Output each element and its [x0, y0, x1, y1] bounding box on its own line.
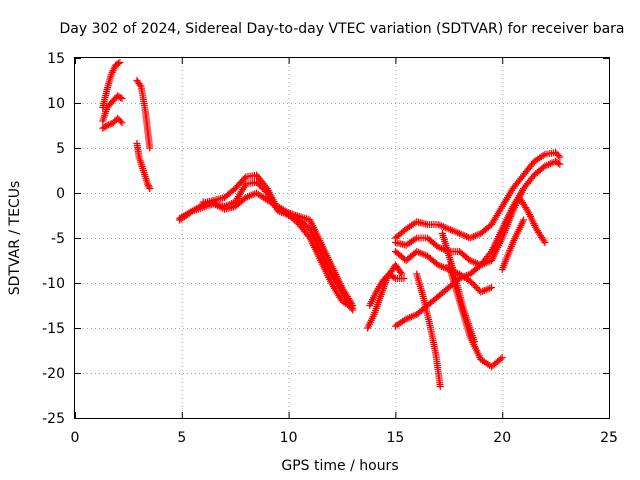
data-point: [260, 186, 268, 194]
series-track-1: [99, 59, 124, 111]
x-tick-label: 0: [71, 430, 80, 446]
plot-frame: [74, 57, 610, 419]
x-tick-label: 10: [280, 430, 298, 446]
tick-labels: 0 5 10 15 20 25 -25 -20 -15 -10 -5 0 5 10 15: [42, 51, 618, 446]
y-tick-label: -5: [51, 231, 65, 247]
series-track-2: [99, 92, 126, 125]
data-point: [253, 178, 261, 186]
y-tick-label: 5: [56, 141, 65, 157]
data-point: [257, 183, 265, 191]
series-track-3: [99, 114, 126, 132]
data-point: [390, 273, 398, 281]
series-track-10: [366, 270, 408, 309]
y-axis-label: SDTVAR / TECUs: [7, 181, 23, 296]
y-tick-label: 0: [56, 186, 65, 202]
data-point: [520, 216, 528, 224]
data-point: [466, 277, 474, 285]
y-tick-label: 15: [47, 51, 65, 67]
series-track-8: [199, 189, 357, 309]
data-point: [469, 280, 477, 288]
data-point: [470, 338, 478, 345]
ticks: [75, 58, 610, 419]
x-tick-label: 20: [493, 430, 511, 446]
series-track-7: [176, 178, 357, 312]
data-point: [436, 383, 444, 390]
data-point: [400, 275, 408, 282]
x-tick-label: 25: [600, 430, 618, 446]
data-point: [468, 279, 476, 287]
data-point: [256, 181, 264, 189]
data-point: [541, 239, 549, 246]
data-point: [102, 122, 110, 130]
series-track-5: [133, 140, 154, 192]
data-point: [118, 119, 126, 127]
data-point: [259, 184, 267, 192]
data-point: [106, 120, 114, 128]
series-track-13: [391, 248, 496, 296]
data-point: [118, 95, 126, 102]
data-point: [349, 302, 357, 309]
series-track-4: [133, 77, 154, 152]
data-point: [144, 182, 152, 189]
data-point: [497, 355, 505, 363]
chart-title: Day 302 of 2024, Sidereal Day-to-day VTE…: [59, 21, 624, 37]
data-point: [146, 185, 154, 192]
data-point: [556, 153, 564, 161]
data-point: [146, 144, 154, 152]
data-point: [554, 152, 562, 159]
data-point: [540, 237, 548, 245]
grid: [75, 58, 609, 418]
x-tick-label: 5: [177, 430, 186, 446]
data-point: [144, 180, 152, 188]
data-point: [554, 159, 562, 167]
series-track-17: [438, 230, 478, 345]
series-track-19: [515, 194, 549, 246]
series-track-15: [413, 270, 444, 390]
y-tick-label: -10: [42, 276, 65, 292]
data-point: [305, 232, 313, 240]
data-point: [117, 117, 125, 125]
data-point: [116, 59, 124, 66]
y-tick-label: 10: [47, 96, 65, 112]
x-tick-label: 15: [386, 430, 404, 446]
y-tick-label: -25: [42, 411, 65, 427]
data-point: [556, 160, 564, 168]
x-axis-label: GPS time / hours: [281, 458, 398, 474]
data-point: [145, 183, 153, 191]
data-point: [488, 284, 496, 291]
data-point: [103, 122, 111, 129]
series-track-11: [391, 149, 564, 242]
data-point: [254, 180, 262, 188]
data-point: [498, 354, 506, 362]
data-point: [105, 121, 113, 129]
data-point: [397, 269, 405, 276]
data-point: [474, 285, 482, 293]
data-point: [136, 81, 144, 89]
y-tick-label: -20: [42, 366, 65, 382]
data-points: [99, 59, 564, 390]
data-point: [472, 283, 480, 291]
data-point: [486, 249, 494, 257]
data-point: [114, 59, 122, 67]
data-point: [117, 94, 125, 102]
series-track-18: [498, 216, 528, 273]
data-point: [471, 282, 479, 290]
y-tick-label: -15: [42, 321, 65, 337]
series-track-14: [391, 158, 564, 330]
